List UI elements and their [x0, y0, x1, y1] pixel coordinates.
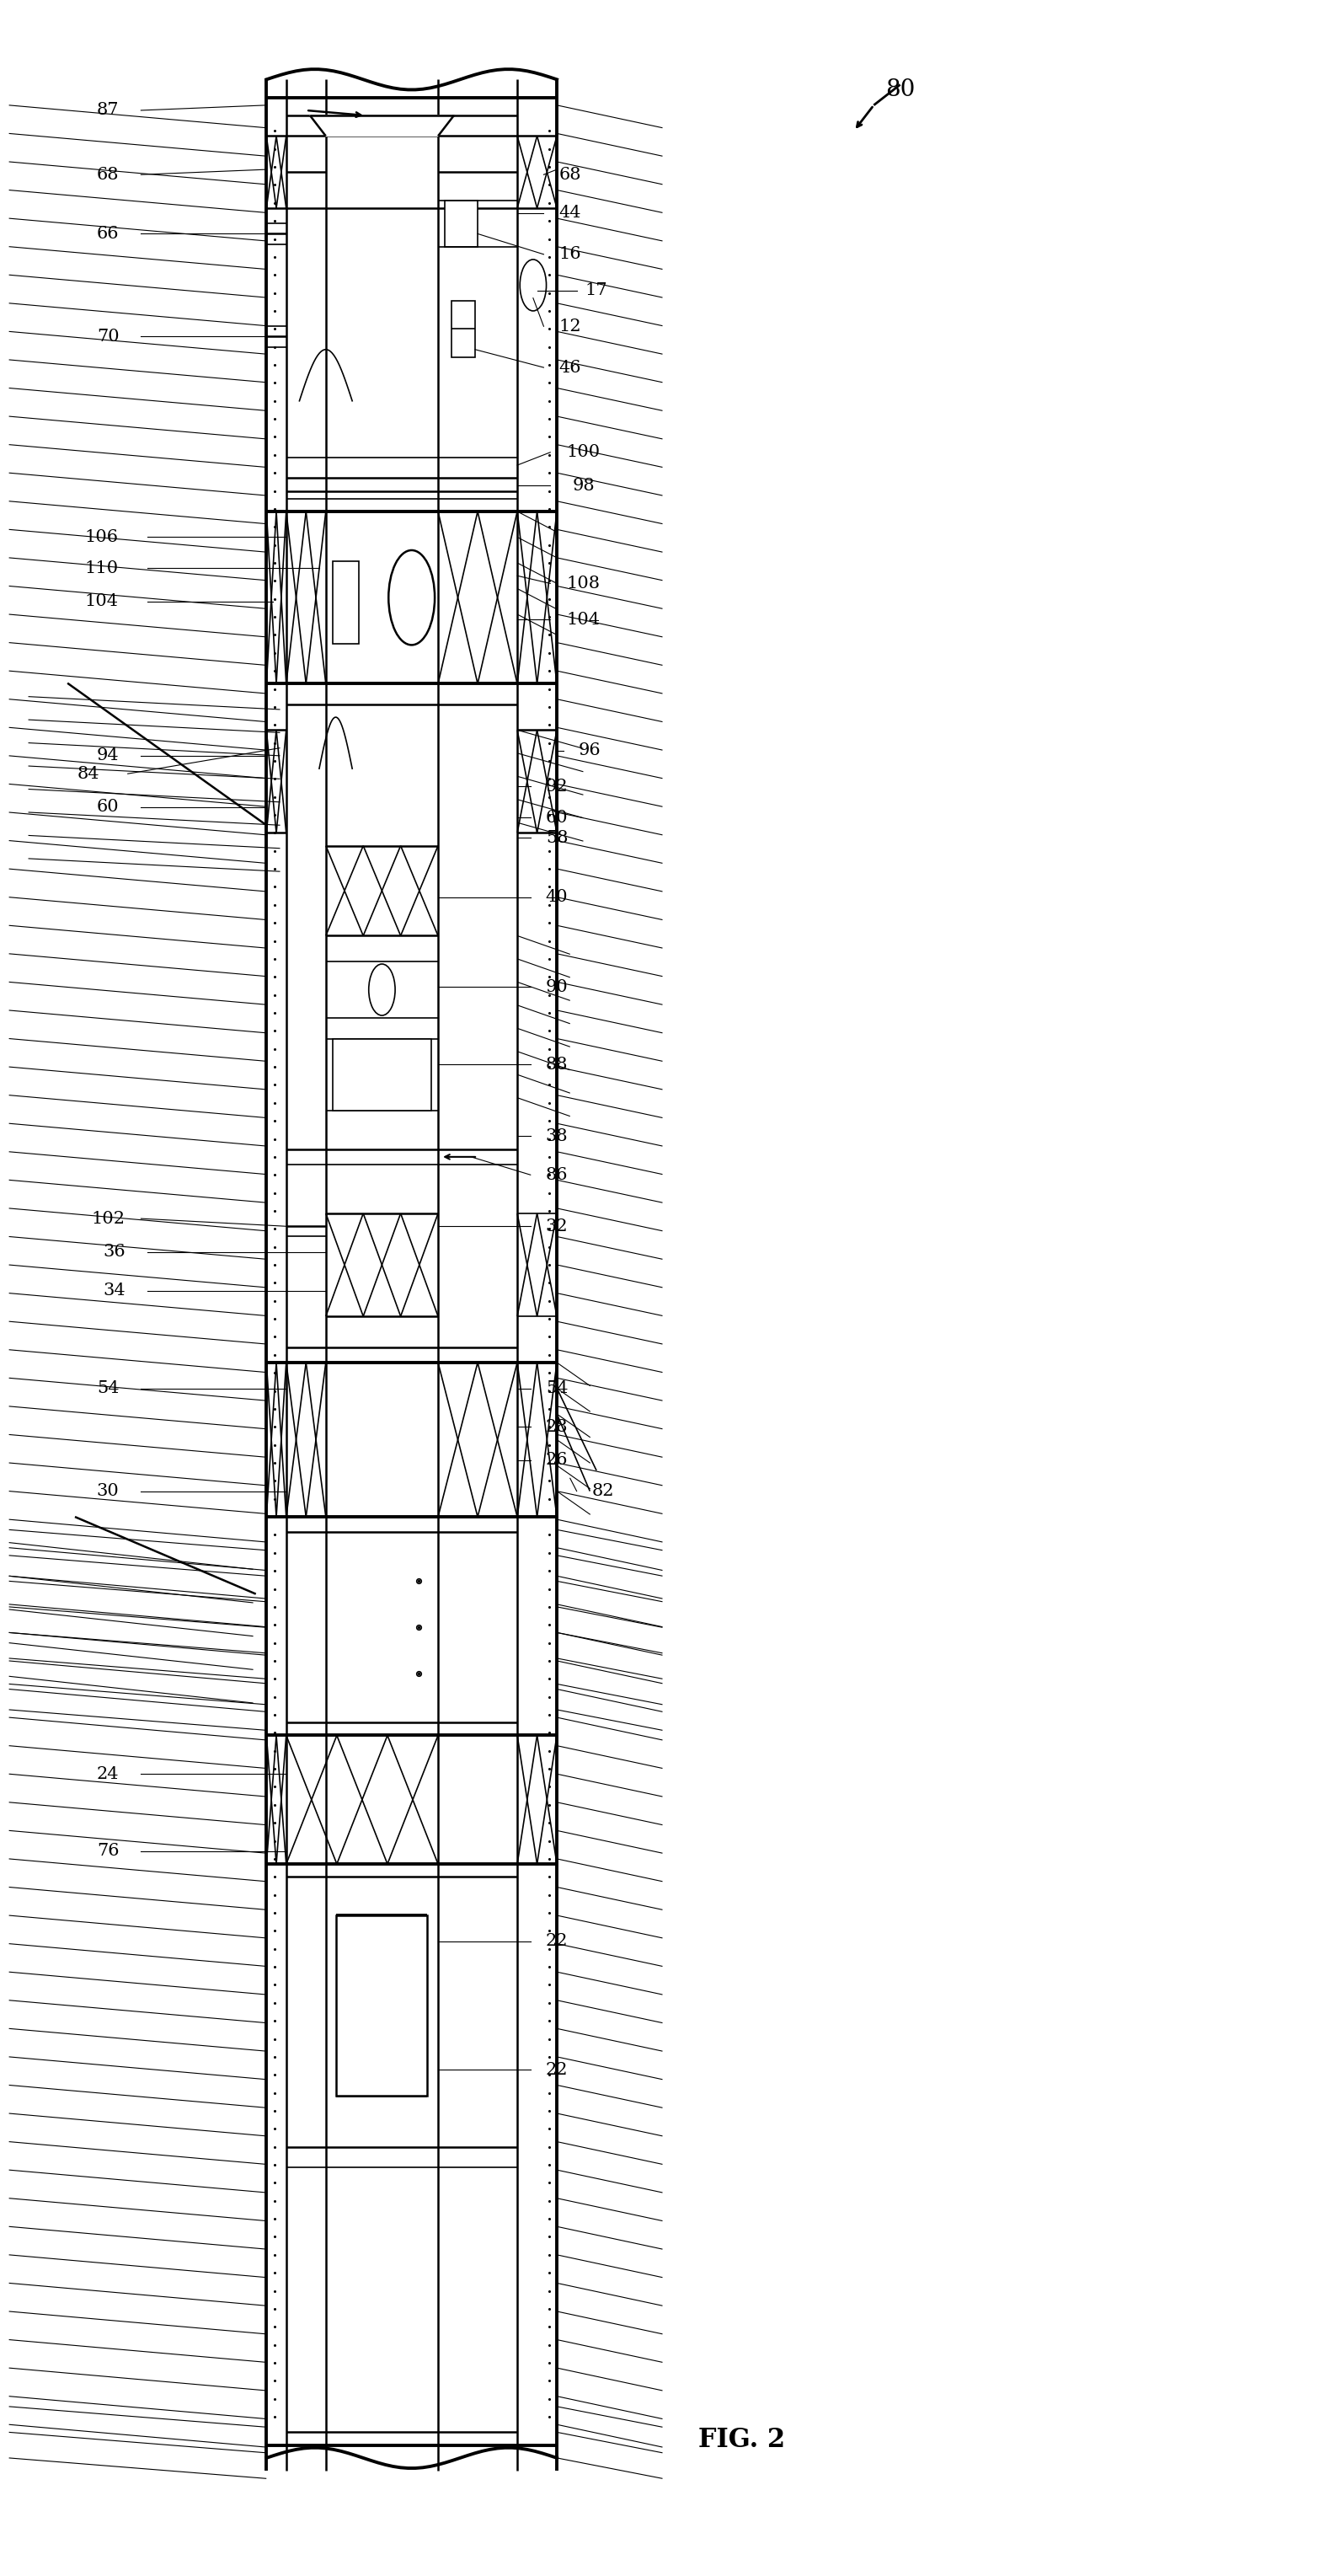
Text: 40: 40 [546, 889, 568, 904]
Text: 90: 90 [546, 979, 568, 994]
Text: 104: 104 [85, 592, 118, 611]
Text: 36: 36 [103, 1244, 126, 1260]
Circle shape [519, 260, 546, 312]
Text: 54: 54 [97, 1381, 119, 1396]
Text: 84: 84 [77, 765, 99, 781]
Text: 22: 22 [546, 1932, 568, 1950]
Bar [452, 301, 476, 358]
Text: 34: 34 [103, 1283, 126, 1298]
Text: 30: 30 [97, 1484, 119, 1499]
Text: 24: 24 [97, 1767, 119, 1783]
Text: 70: 70 [97, 330, 119, 345]
Text: 28: 28 [546, 1419, 568, 1435]
Ellipse shape [388, 551, 435, 644]
Text: 104: 104 [566, 611, 600, 629]
Bar [337, 1917, 428, 2094]
Text: 54: 54 [546, 1381, 568, 1396]
Text: 68: 68 [97, 167, 119, 183]
Bar [445, 201, 477, 247]
Text: 108: 108 [566, 574, 600, 592]
Text: 110: 110 [85, 559, 118, 577]
Text: 60: 60 [97, 799, 119, 814]
Text: 94: 94 [97, 747, 119, 762]
Polygon shape [310, 116, 454, 137]
Text: 76: 76 [97, 1842, 119, 1860]
Circle shape [368, 963, 395, 1015]
Text: 16: 16 [559, 247, 582, 263]
Text: 32: 32 [546, 1218, 568, 1234]
Bar [333, 562, 359, 644]
Text: 100: 100 [566, 443, 600, 461]
Text: 80: 80 [885, 77, 916, 100]
Text: 60: 60 [546, 809, 568, 824]
Text: 86: 86 [546, 1167, 568, 1182]
Text: 58: 58 [546, 829, 568, 845]
Text: 38: 38 [546, 1128, 568, 1144]
Text: 98: 98 [572, 477, 595, 495]
Text: 96: 96 [579, 742, 602, 757]
Text: 92: 92 [546, 778, 568, 793]
Text: 17: 17 [586, 283, 608, 299]
Text: 12: 12 [559, 319, 582, 335]
Text: FIG. 2: FIG. 2 [698, 2427, 786, 2452]
Text: 106: 106 [85, 528, 118, 546]
Text: 44: 44 [559, 206, 582, 222]
Bar [333, 1038, 432, 1110]
Text: 68: 68 [559, 167, 582, 183]
Text: 46: 46 [559, 361, 582, 376]
Text: 22: 22 [546, 2061, 568, 2079]
Text: 66: 66 [97, 227, 119, 242]
Text: 26: 26 [546, 1453, 568, 1468]
Text: 82: 82 [592, 1484, 615, 1499]
Text: 87: 87 [97, 103, 119, 118]
Text: 88: 88 [546, 1056, 568, 1072]
Text: 102: 102 [91, 1211, 125, 1226]
